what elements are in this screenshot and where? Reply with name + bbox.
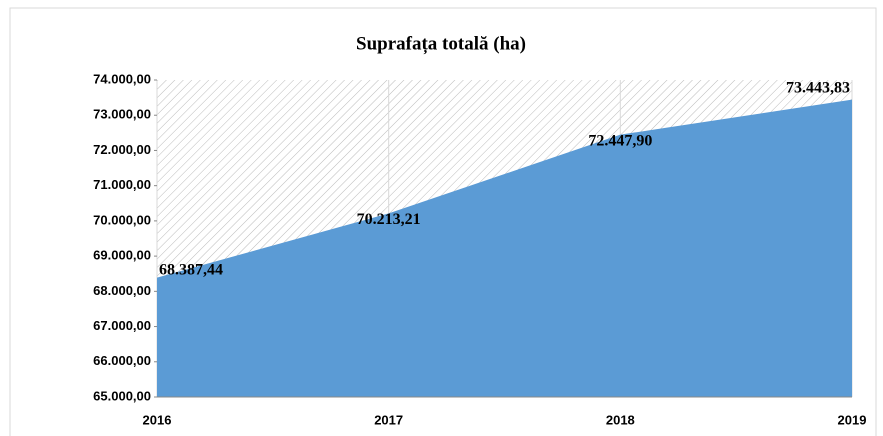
y-tick-label: 69.000,00 <box>93 248 151 263</box>
y-tick-label: 74.000,00 <box>93 71 151 86</box>
x-tick-label: 2019 <box>838 412 867 427</box>
chart-title: Suprafața totală (ha) <box>356 33 526 54</box>
y-tick-label: 67.000,00 <box>93 318 151 333</box>
y-tick-label: 70.000,00 <box>93 212 151 227</box>
chart-frame <box>9 7 877 436</box>
x-tick-label: 2016 <box>143 412 172 427</box>
area <box>157 99 852 398</box>
y-tick-label: 73.000,00 <box>93 107 151 122</box>
x-tick-label: 2017 <box>374 412 403 427</box>
data-label: 70.213,21 <box>357 211 421 228</box>
y-tick-label: 66.000,00 <box>93 353 151 368</box>
y-tick-label: 65.000,00 <box>93 388 151 403</box>
data-label: 68.387,44 <box>159 261 223 278</box>
data-label: 72.447,90 <box>588 132 652 149</box>
y-tick-label: 71.000,00 <box>93 177 151 192</box>
x-tick-label: 2018 <box>606 412 635 427</box>
data-label: 73.443,83 <box>786 79 850 96</box>
y-tick-label: 68.000,00 <box>93 283 151 298</box>
y-tick-label: 72.000,00 <box>93 142 151 157</box>
